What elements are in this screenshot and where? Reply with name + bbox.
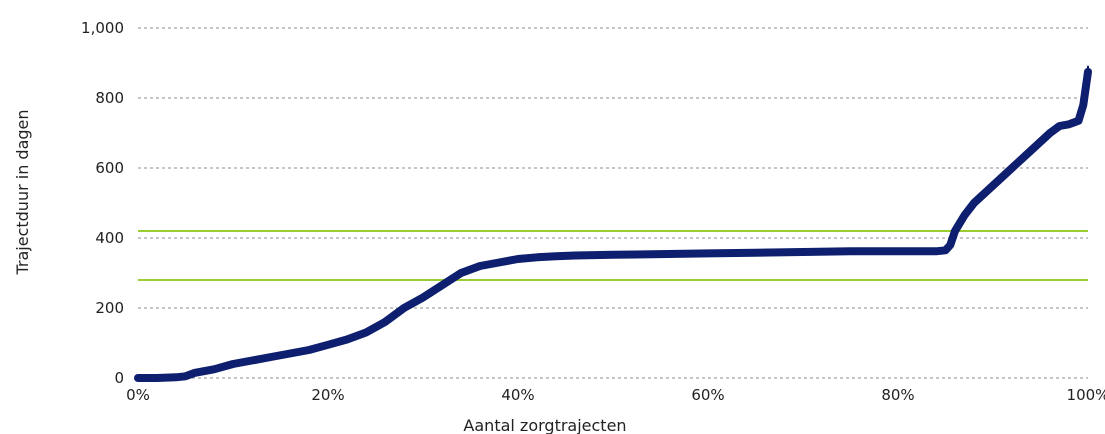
x-axis-title: Aantal zorgtrajecten: [463, 416, 626, 434]
x-tick-label: 60%: [691, 386, 724, 404]
y-tick-label: 1,000: [81, 19, 124, 37]
series-line: [134, 67, 1092, 382]
series-layer: [134, 65, 1092, 382]
y-tick-label: 200: [95, 299, 124, 317]
y-axis-title: Trajectduur in dagen: [13, 109, 32, 275]
y-axis-ticks: 0 200 400 600 800 1,000: [81, 19, 124, 387]
y-tick-label: 400: [95, 229, 124, 247]
y-tick-label: 800: [95, 89, 124, 107]
gridlines: [138, 27, 1088, 379]
y-tick-label: 0: [114, 369, 124, 387]
x-tick-label: 20%: [311, 386, 344, 404]
x-tick-label: 100%: [1067, 386, 1105, 404]
reference-lines: [138, 230, 1088, 281]
x-tick-label: 0%: [126, 386, 150, 404]
x-tick-label: 80%: [881, 386, 914, 404]
y-tick-label: 600: [95, 159, 124, 177]
x-tick-label: 40%: [501, 386, 534, 404]
x-axis-ticks: 0% 20% 40% 60% 80% 100%: [126, 386, 1105, 404]
